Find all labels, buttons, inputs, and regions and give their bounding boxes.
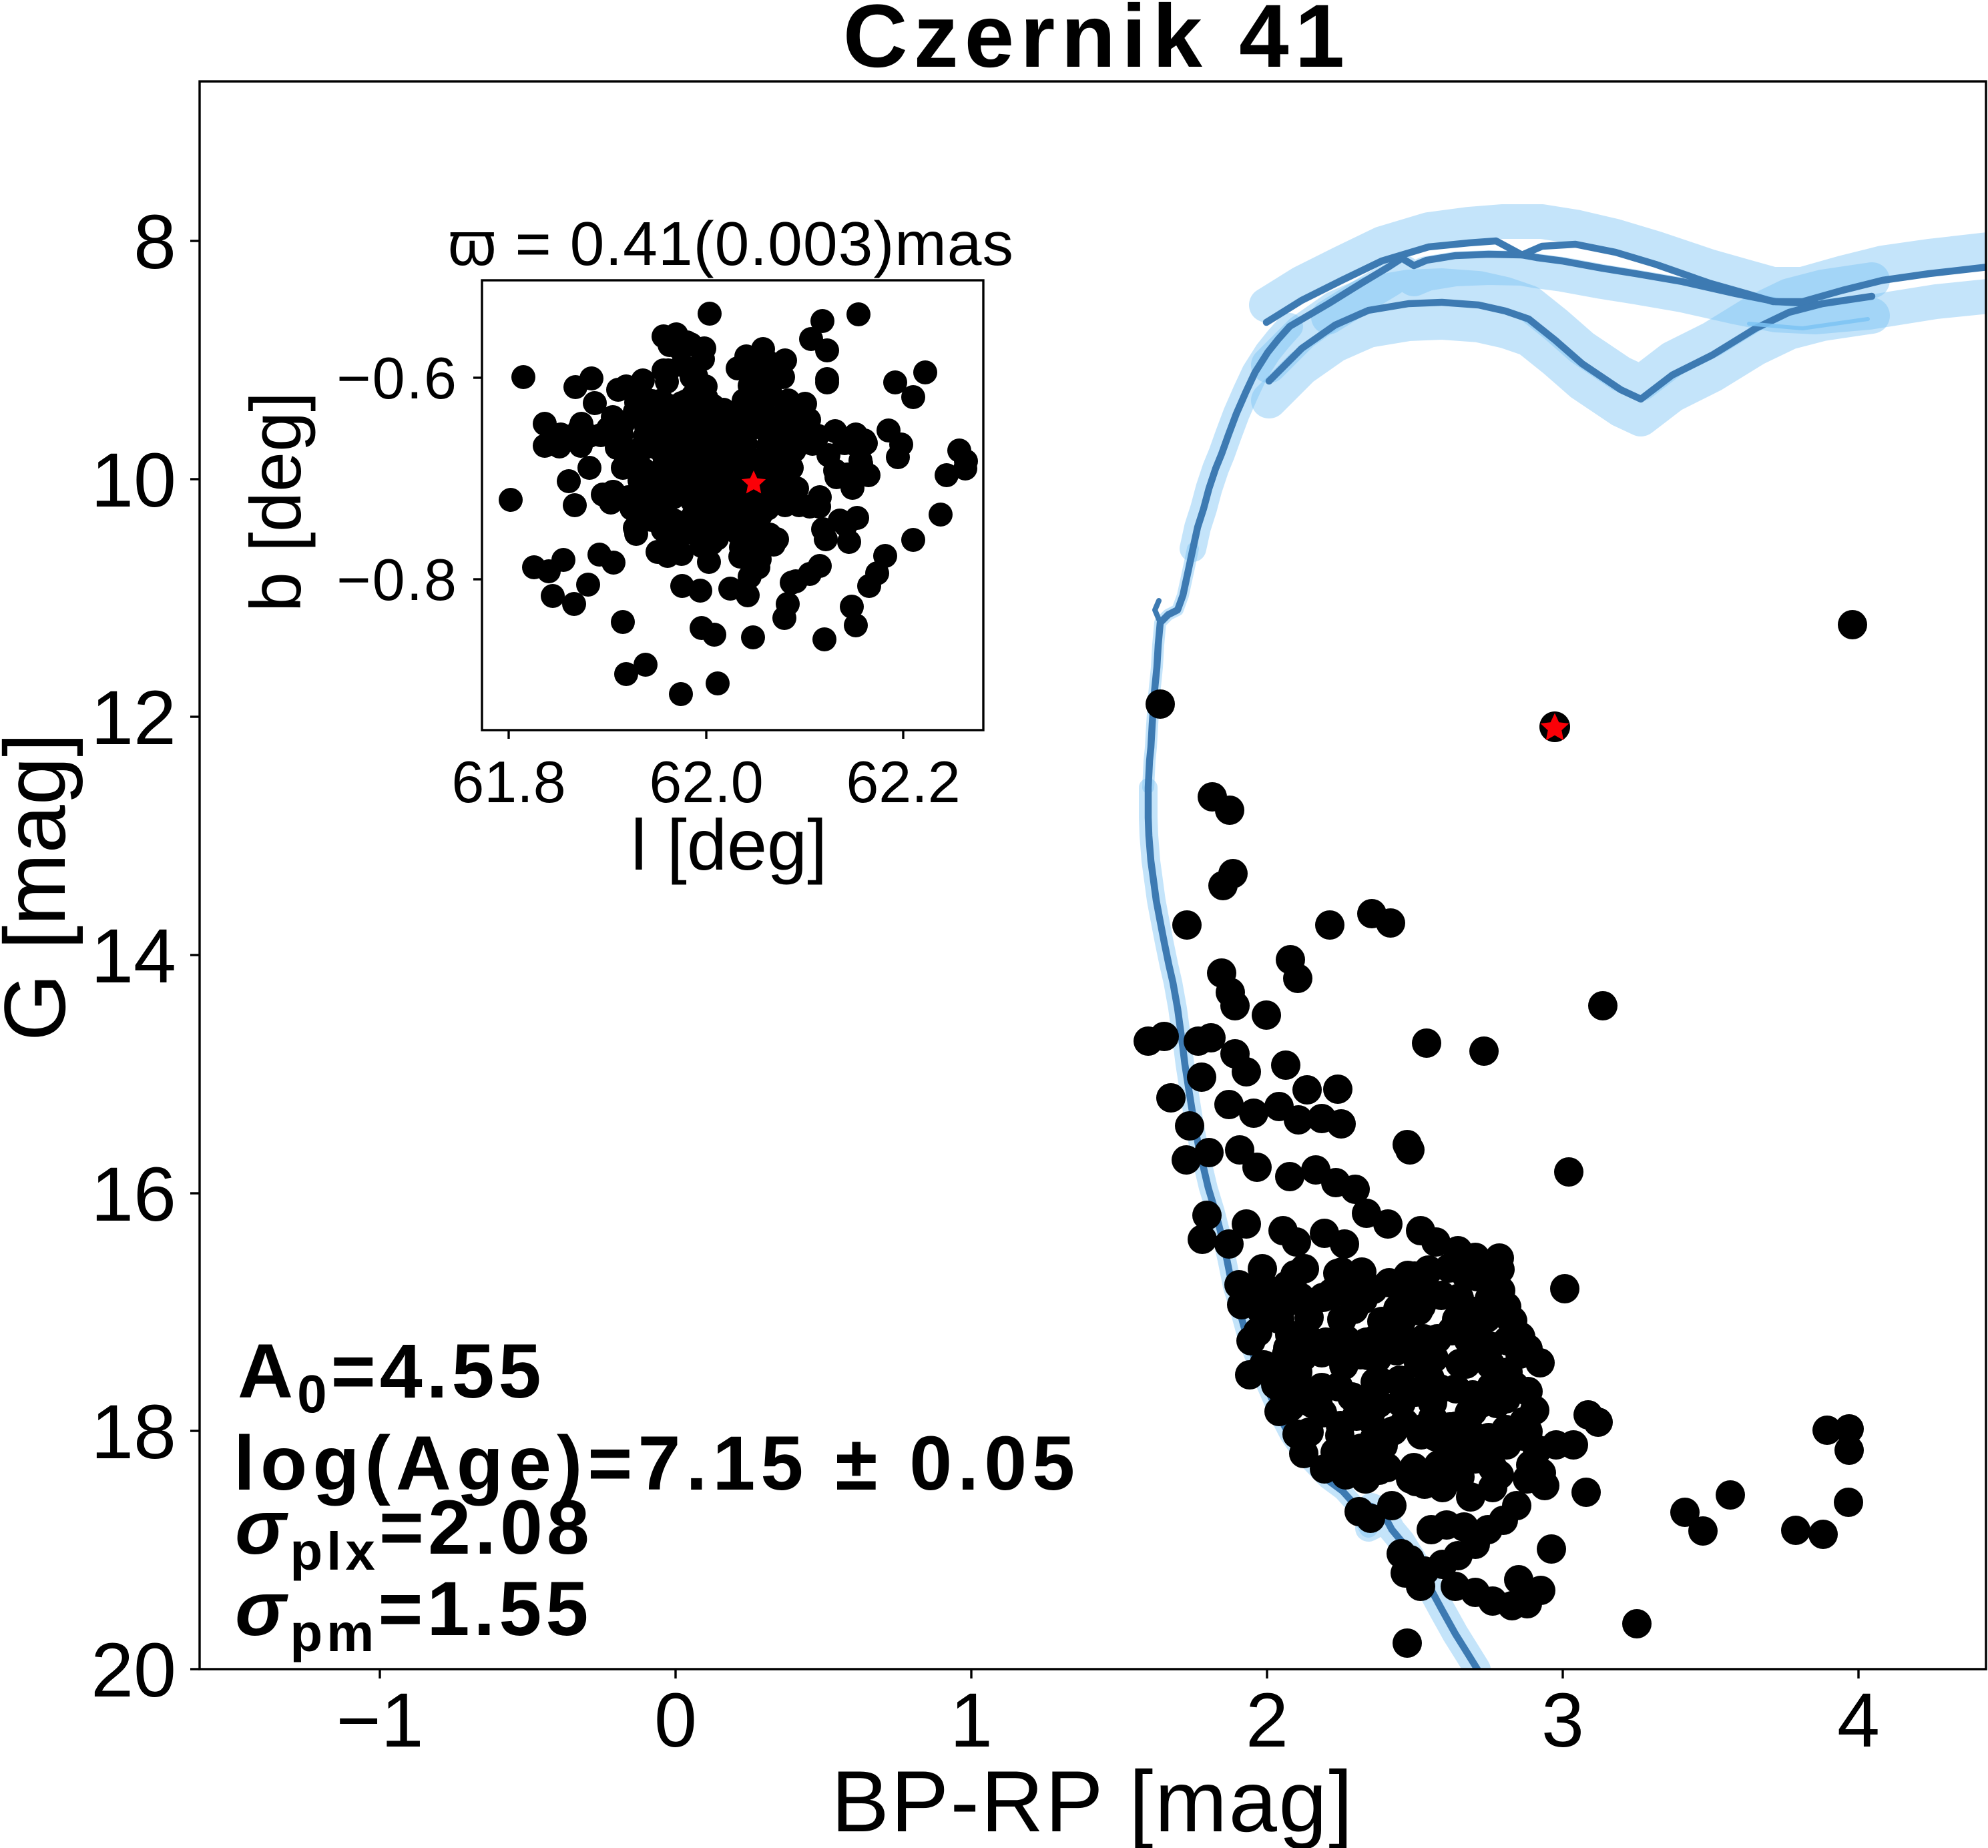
svg-text:62.2: 62.2 xyxy=(846,749,960,815)
svg-text:ϖ = 0.41(0.003)mas: ϖ = 0.41(0.003)mas xyxy=(448,209,1014,278)
svg-text:0: 0 xyxy=(654,1678,697,1763)
svg-text:log(Age)=7.15 ± 0.05: log(Age)=7.15 ± 0.05 xyxy=(234,1421,1080,1506)
svg-text:−1: −1 xyxy=(336,1678,423,1763)
svg-text:Czernik 41: Czernik 41 xyxy=(843,0,1350,86)
svg-text:−0.6: −0.6 xyxy=(336,345,458,411)
svg-text:16: 16 xyxy=(91,1152,176,1237)
svg-text:20: 20 xyxy=(91,1628,176,1713)
svg-text:62.0: 62.0 xyxy=(649,749,763,815)
svg-text:61.8: 61.8 xyxy=(451,749,565,815)
svg-text:1: 1 xyxy=(950,1678,993,1763)
svg-text:σpm=1.55: σpm=1.55 xyxy=(235,1566,592,1662)
svg-text:12: 12 xyxy=(91,675,176,761)
svg-text:2: 2 xyxy=(1246,1678,1288,1763)
svg-text:σplx=2.08: σplx=2.08 xyxy=(235,1485,593,1581)
svg-text:b [deg]: b [deg] xyxy=(235,392,316,612)
svg-text:3: 3 xyxy=(1541,1678,1584,1763)
svg-text:l [deg]: l [deg] xyxy=(631,804,827,885)
svg-text:4: 4 xyxy=(1837,1678,1880,1763)
svg-text:18: 18 xyxy=(91,1390,176,1475)
svg-text:−0.8: −0.8 xyxy=(336,547,458,613)
svg-text:BP-RP [mag]: BP-RP [mag] xyxy=(831,1753,1354,1848)
svg-text:A0=4.55: A0=4.55 xyxy=(238,1329,545,1424)
svg-text:8: 8 xyxy=(134,200,176,285)
svg-text:G [mag]: G [mag] xyxy=(0,733,83,1041)
svg-text:10: 10 xyxy=(91,438,176,523)
svg-text:14: 14 xyxy=(91,914,176,999)
